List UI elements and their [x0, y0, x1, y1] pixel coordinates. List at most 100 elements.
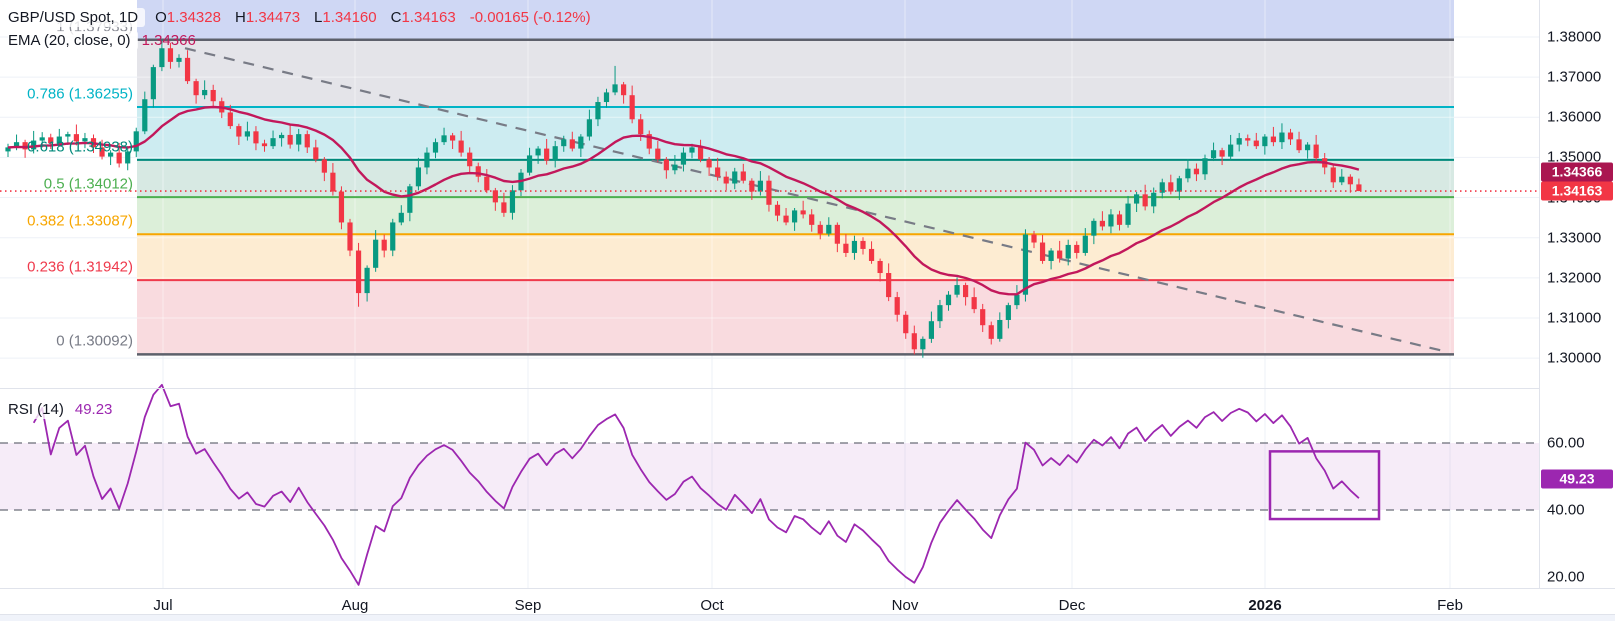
candle-body: [749, 180, 755, 192]
ema-legend-row[interactable]: EMA (20, close, 0) 1.34366: [8, 31, 196, 50]
change-value: -0.00165 (-0.12%): [469, 9, 591, 26]
candle-body: [980, 309, 986, 326]
candle-body: [655, 148, 661, 160]
candle-body: [492, 190, 498, 203]
candle-body: [1031, 234, 1037, 243]
candle-body: [133, 131, 139, 152]
rsi-highlight-box[interactable]: [1268, 450, 1381, 521]
candle-body: [1142, 194, 1148, 207]
candle-body: [586, 119, 592, 137]
ema-price-badge: 1.34366: [1541, 162, 1613, 182]
candle-body: [13, 142, 20, 148]
candle-body: [390, 222, 396, 251]
candle-body: [740, 171, 746, 181]
candle-body: [851, 240, 858, 253]
candle-body: [732, 171, 738, 184]
candle-body: [1253, 140, 1259, 147]
ohlc-values: O1.34328 H1.34473 L1.34160 C1.34163 -0.00165…: [155, 9, 591, 26]
candle-body: [381, 239, 387, 251]
candle-body: [1014, 294, 1020, 306]
candle-body: [1236, 138, 1242, 145]
candle-body: [595, 102, 601, 120]
candle-body: [279, 134, 285, 139]
rsi-value-badge: 49.23: [1541, 469, 1613, 489]
candle-body: [1005, 305, 1011, 320]
fib-band: [137, 234, 1454, 281]
candle-body: [398, 212, 404, 223]
trendline[interactable]: [184, 47, 1449, 354]
candle-body: [1202, 158, 1208, 175]
price-axis-label: 1.31000: [1547, 309, 1602, 327]
candle-body: [1313, 144, 1319, 159]
ema-indicator-value: 1.34366: [141, 32, 196, 49]
symbol-legend-row[interactable]: GBP/USD Spot, 1D O1.34328 H1.34473 L1.3416…: [8, 8, 591, 27]
candle-body: [971, 297, 977, 310]
candle-body: [373, 239, 379, 268]
candle-body: [355, 250, 362, 294]
time-label-sep: Sep: [514, 597, 542, 614]
ohlc-o: O1.34328: [155, 9, 221, 26]
candle-body: [261, 143, 268, 147]
candle-body: [210, 89, 216, 102]
candle-body: [244, 131, 250, 137]
candle-body: [1125, 203, 1131, 225]
candle-body: [603, 92, 610, 103]
candle-body: [1296, 139, 1302, 151]
candle-body: [424, 152, 430, 168]
candle-body: [1039, 242, 1046, 261]
candle-body: [552, 146, 558, 161]
candle-body: [475, 166, 481, 177]
candle-body: [561, 139, 567, 147]
candle-body: [809, 214, 815, 225]
candle-body: [1210, 150, 1217, 159]
candle-body: [1159, 182, 1165, 193]
candle-body: [766, 180, 772, 205]
symbol-title: GBP/USD Spot, 1D: [8, 8, 146, 27]
candle-body: [1347, 176, 1353, 185]
candle-body: [5, 147, 11, 152]
candle-body: [116, 152, 122, 164]
candle-body: [672, 164, 678, 171]
candle-body: [963, 285, 969, 298]
fib-label-0: 0 (1.30092): [56, 332, 133, 350]
rsi-axis-label: 60.00: [1547, 434, 1585, 452]
pane-separator[interactable]: [0, 388, 1539, 389]
candle-body: [150, 67, 156, 100]
rsi-legend-row[interactable]: RSI (14) 49.23: [8, 400, 112, 419]
candle-body: [56, 136, 62, 144]
time-label-oct: Oct: [700, 597, 724, 614]
price-scale-separator: [1539, 0, 1540, 588]
candle-body: [39, 137, 45, 141]
candle-body: [680, 152, 687, 165]
candle-body: [125, 151, 131, 164]
candle-body: [544, 148, 550, 161]
candle-body: [706, 159, 712, 168]
candle-body: [407, 186, 413, 213]
candle-body: [176, 57, 182, 62]
candle-body: [184, 57, 191, 82]
candle-body: [697, 147, 704, 160]
fib-label-0.786: 0.786 (1.36255): [27, 85, 133, 103]
candle-body: [1330, 167, 1336, 183]
time-label-nov: Nov: [891, 597, 919, 614]
candle-body: [253, 131, 259, 144]
candle-body: [82, 138, 88, 142]
candle-body: [1270, 136, 1276, 143]
candle-body: [48, 137, 54, 144]
candle-body: [903, 314, 909, 334]
price-axis-label: 1.30000: [1547, 349, 1602, 367]
rsi-indicator-value: 49.23: [74, 401, 113, 418]
candle-body: [954, 285, 960, 295]
candle-body: [270, 138, 276, 147]
candle-body: [646, 134, 652, 149]
candle-body: [638, 119, 644, 135]
time-label-aug: Aug: [341, 597, 369, 614]
candle-body: [1176, 178, 1182, 192]
candle-body: [988, 325, 994, 339]
time-axis-separator: [0, 588, 1615, 589]
rsi-line: [32, 383, 1360, 586]
candle-body: [1245, 138, 1251, 141]
rsi-indicator-name: RSI (14): [8, 400, 71, 419]
